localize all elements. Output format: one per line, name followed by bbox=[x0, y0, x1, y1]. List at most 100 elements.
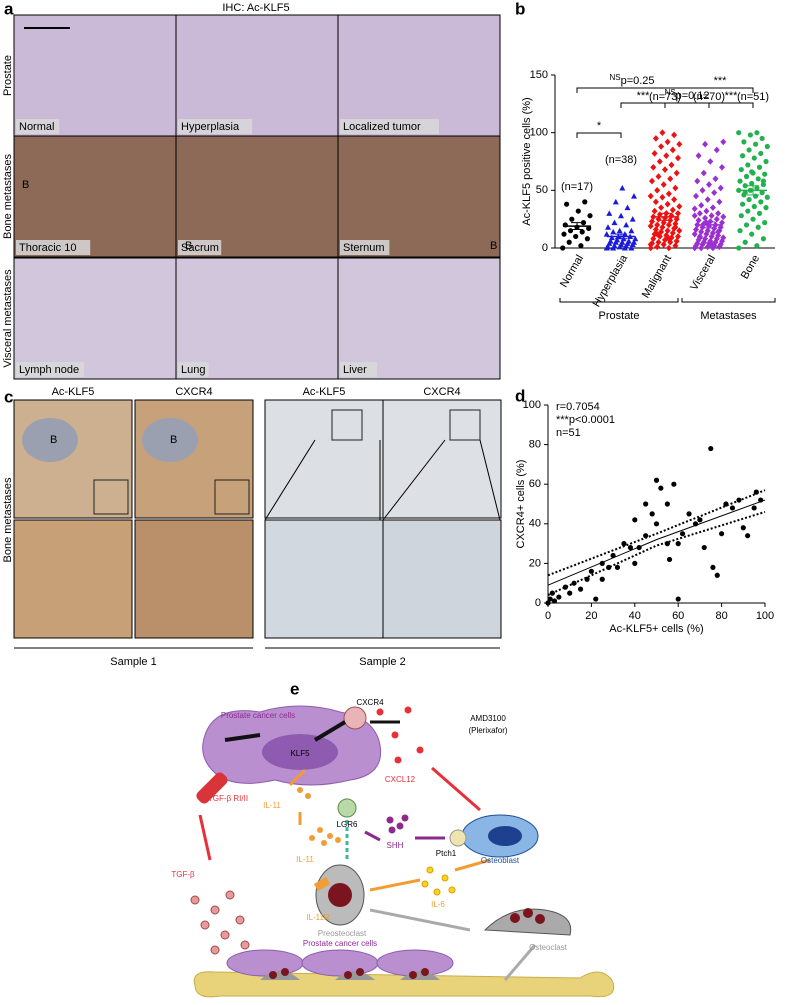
dot bbox=[753, 141, 759, 147]
dot bbox=[704, 243, 711, 251]
dot bbox=[659, 193, 666, 201]
point bbox=[636, 544, 642, 551]
p-value: * bbox=[597, 120, 602, 132]
dot bbox=[579, 229, 585, 235]
point bbox=[643, 501, 649, 507]
dot bbox=[713, 235, 720, 243]
dot bbox=[667, 175, 674, 183]
point bbox=[614, 564, 621, 570]
point bbox=[653, 477, 660, 483]
panel-letter: e bbox=[290, 679, 299, 698]
point bbox=[632, 560, 638, 567]
dot bbox=[715, 210, 722, 217]
dot bbox=[655, 173, 662, 180]
dot bbox=[738, 166, 744, 173]
point bbox=[643, 533, 649, 539]
dot bbox=[675, 233, 681, 240]
dot bbox=[691, 205, 698, 213]
cxcr4-receptor bbox=[343, 706, 367, 730]
ihc-image bbox=[175, 14, 339, 137]
dot bbox=[750, 216, 756, 222]
dot bbox=[749, 169, 755, 175]
image-label: Lung bbox=[181, 364, 205, 376]
point bbox=[714, 572, 720, 578]
significance-label: *** bbox=[725, 90, 739, 102]
ihc-image bbox=[134, 399, 254, 519]
column-label: Ac-KLF5 bbox=[303, 386, 346, 398]
dot bbox=[712, 175, 719, 183]
dot bbox=[749, 180, 755, 187]
dot bbox=[699, 223, 706, 231]
dot bbox=[696, 234, 703, 241]
annotation: n=51 bbox=[556, 427, 581, 439]
group-bracket bbox=[681, 298, 776, 303]
point bbox=[664, 501, 670, 507]
p-value: p=0.25 bbox=[621, 75, 655, 87]
dot bbox=[759, 190, 765, 196]
dot bbox=[717, 184, 724, 192]
significance-label: * bbox=[597, 120, 602, 132]
p-value: *** bbox=[725, 90, 739, 102]
diagram-label: LGR6 bbox=[337, 820, 358, 829]
point bbox=[708, 445, 714, 452]
diagram-label: IL-11R bbox=[306, 913, 330, 922]
diagram-label: Ptch1 bbox=[436, 849, 457, 858]
image-label: Hyperplasia bbox=[181, 121, 240, 133]
significance-label: NSp=0.25 bbox=[609, 73, 654, 87]
dot bbox=[652, 135, 659, 142]
image-label: Liver bbox=[343, 364, 367, 376]
dot bbox=[580, 220, 587, 226]
dot bbox=[560, 245, 566, 251]
x-tick-label: Hyperplasia bbox=[591, 252, 631, 309]
p-value: *** bbox=[714, 75, 728, 87]
dot bbox=[694, 177, 701, 185]
point bbox=[588, 568, 595, 574]
point bbox=[692, 521, 699, 527]
group-label: Prostate bbox=[599, 310, 640, 322]
ns-superscript: NS bbox=[664, 88, 675, 97]
dot bbox=[652, 198, 659, 206]
inset-box bbox=[214, 479, 250, 515]
dot bbox=[698, 202, 705, 209]
dot bbox=[756, 210, 763, 216]
dot bbox=[561, 231, 567, 237]
dot bbox=[719, 163, 725, 171]
point bbox=[736, 497, 742, 503]
dot bbox=[720, 234, 727, 241]
diagram-label: SHH bbox=[387, 841, 404, 850]
diagram-label: Osteoblast bbox=[481, 856, 520, 865]
dot bbox=[709, 204, 716, 211]
ihc-image bbox=[382, 519, 502, 639]
dot bbox=[746, 196, 752, 203]
dot bbox=[746, 147, 752, 153]
ihc-image bbox=[382, 399, 502, 519]
bone-region bbox=[22, 418, 78, 462]
dot bbox=[659, 223, 666, 231]
label-box bbox=[178, 119, 253, 134]
dot bbox=[709, 229, 716, 237]
point bbox=[664, 541, 670, 547]
dot bbox=[618, 212, 624, 219]
ns-superscript: NS bbox=[609, 73, 620, 82]
dot bbox=[676, 227, 683, 234]
n-label: (n=70) bbox=[693, 91, 725, 103]
annotation: ***p<0.0001 bbox=[556, 414, 615, 426]
dot bbox=[736, 130, 742, 136]
shh-dots bbox=[386, 814, 409, 834]
point bbox=[547, 596, 553, 602]
y-tick-label: 100 bbox=[530, 127, 548, 139]
point bbox=[753, 489, 759, 495]
dot bbox=[760, 236, 767, 242]
dot bbox=[707, 158, 714, 165]
diagram-label: KLF5 bbox=[290, 749, 310, 758]
dot bbox=[658, 204, 665, 211]
image-label: Normal bbox=[19, 121, 54, 133]
osteoclast bbox=[483, 908, 572, 936]
row-label: Visceral metastases bbox=[2, 269, 14, 368]
group-label: Metastases bbox=[700, 310, 757, 322]
dot bbox=[740, 201, 746, 207]
dot bbox=[651, 150, 658, 157]
il11-dots bbox=[297, 787, 341, 846]
dot bbox=[754, 130, 760, 136]
label-box bbox=[178, 362, 209, 377]
